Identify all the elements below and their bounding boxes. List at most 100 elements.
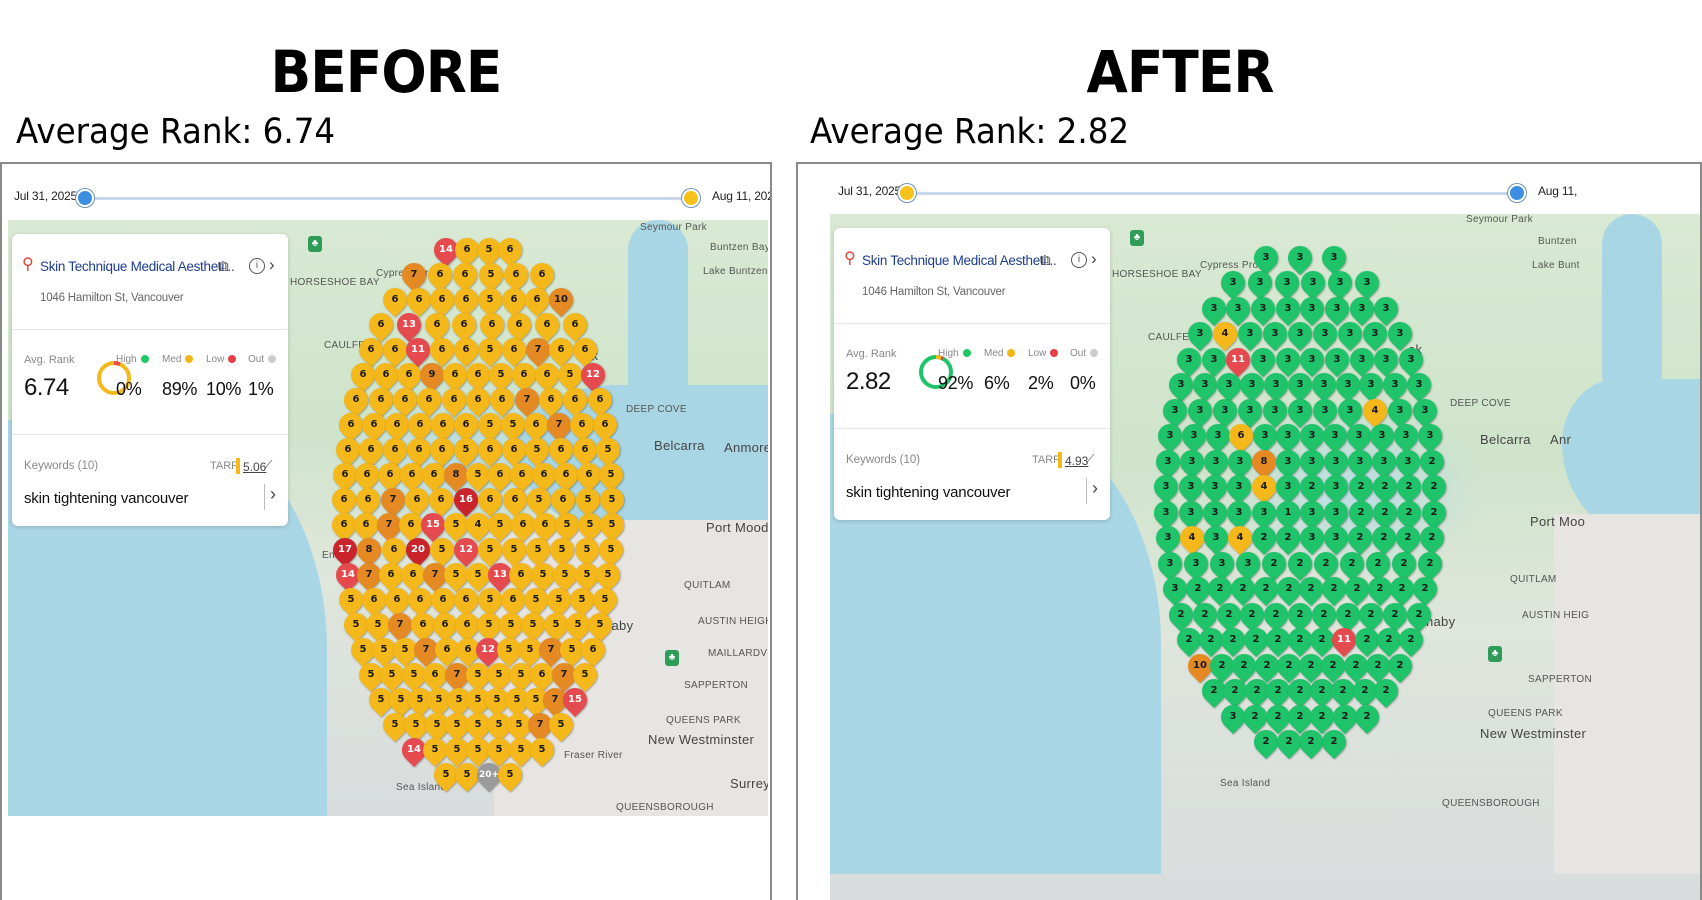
business-card[interactable]: ⚲ Skin Technique Medical Aestheti... ⧉ i… bbox=[12, 234, 288, 526]
rank-pin[interactable]: 2 bbox=[1402, 597, 1437, 632]
rank-pin[interactable]: 3 bbox=[1316, 240, 1351, 275]
rank-pin[interactable]: 6 bbox=[502, 307, 537, 342]
rank-pin-value: 5 bbox=[558, 543, 566, 555]
info-icon[interactable]: i bbox=[249, 258, 265, 274]
rank-pin[interactable]: 6 bbox=[422, 257, 457, 292]
rank-pin[interactable]: 2 bbox=[1415, 521, 1450, 556]
rank-pin[interactable]: 3 bbox=[1182, 317, 1217, 352]
rank-pin[interactable]: 12 bbox=[576, 357, 611, 392]
tarp-value[interactable]: 5.06 bbox=[243, 460, 267, 474]
rank-pin[interactable]: 3 bbox=[1296, 266, 1331, 301]
date-slider[interactable]: Jul 31, 2025 Aug 11, bbox=[798, 164, 1700, 230]
rank-pin-value: 3 bbox=[1272, 379, 1280, 391]
rank-pin[interactable]: 5 bbox=[591, 432, 626, 467]
rank-pin[interactable]: 5 bbox=[587, 582, 622, 617]
rank-pin-value: 3 bbox=[1221, 404, 1229, 416]
rank-pin[interactable]: 3 bbox=[1249, 240, 1284, 275]
slider-start-knob[interactable] bbox=[898, 184, 916, 202]
rank-pin[interactable]: 6 bbox=[419, 307, 454, 342]
place-label: QUEENSBOROUGH bbox=[616, 802, 714, 813]
slider-end-knob[interactable] bbox=[1508, 184, 1526, 202]
rank-pin[interactable]: 3 bbox=[1323, 266, 1358, 301]
rank-pin[interactable]: 13 bbox=[392, 307, 426, 342]
slider-track[interactable] bbox=[86, 197, 690, 200]
rank-pin[interactable]: 6 bbox=[582, 382, 617, 417]
rank-pin[interactable]: 3 bbox=[1349, 266, 1384, 301]
slider-start-knob[interactable] bbox=[76, 189, 94, 207]
slider-end-knob[interactable] bbox=[682, 189, 700, 207]
map[interactable]: ♣ ♣ Seymour Park Buntzen Bay Lake Buntze… bbox=[8, 220, 768, 816]
rank-pin[interactable]: 6 bbox=[576, 632, 611, 667]
rank-pin[interactable]: 3 bbox=[1402, 368, 1437, 403]
rank-pin[interactable]: 2 bbox=[1257, 546, 1292, 581]
rank-pin[interactable]: 2 bbox=[1316, 725, 1351, 760]
trend-chart-icon[interactable]: ⟋ bbox=[1086, 452, 1095, 466]
rank-pin[interactable]: 6 bbox=[474, 307, 509, 342]
rank-ring-chart bbox=[919, 355, 953, 389]
rank-pin[interactable]: 2 bbox=[1386, 546, 1421, 581]
rank-pin[interactable]: 2 bbox=[1349, 699, 1384, 734]
rank-pin[interactable]: 6 bbox=[525, 257, 560, 292]
rank-pin[interactable]: 2 bbox=[1412, 546, 1447, 581]
rank-pin[interactable]: 6 bbox=[493, 232, 528, 267]
rank-pin[interactable]: 6 bbox=[448, 257, 483, 292]
rank-pin-value: 5 bbox=[496, 518, 504, 530]
rank-pin[interactable]: 2 bbox=[1308, 546, 1343, 581]
rank-pin[interactable]: 5 bbox=[594, 482, 629, 517]
rank-pin-value: 3 bbox=[1284, 302, 1292, 314]
rank-pin[interactable]: 6 bbox=[447, 307, 482, 342]
rank-pin[interactable]: 5 bbox=[594, 507, 629, 542]
rank-pin[interactable]: 2 bbox=[1393, 623, 1428, 658]
rank-pin[interactable]: 3 bbox=[1383, 317, 1418, 352]
date-slider[interactable]: Jul 31, 2025 Aug 11, 2025 bbox=[2, 164, 770, 230]
rank-pin[interactable]: 6 bbox=[557, 307, 592, 342]
rank-pin-value: 6 bbox=[601, 418, 609, 430]
rank-pin-value: 3 bbox=[1396, 404, 1404, 416]
chevron-right-icon[interactable]: › bbox=[269, 255, 275, 274]
rank-pin-value: 2 bbox=[1353, 583, 1361, 595]
rank-pin[interactable]: 2 bbox=[1334, 546, 1369, 581]
rank-pin[interactable]: 2 bbox=[1408, 572, 1443, 607]
rank-pin[interactable]: 2 bbox=[1416, 495, 1451, 530]
rank-pin[interactable]: 5 bbox=[543, 707, 578, 742]
rank-pin[interactable]: 5 bbox=[593, 457, 628, 492]
rank-pin[interactable]: 3 bbox=[1153, 546, 1188, 581]
business-name-link[interactable]: Skin Technique Medical Aestheti... bbox=[862, 253, 1057, 268]
rank-pin[interactable]: 5 bbox=[591, 557, 626, 592]
rank-pin[interactable]: 6 bbox=[499, 257, 534, 292]
chevron-right-icon[interactable]: › bbox=[1091, 249, 1097, 268]
rank-pin[interactable]: 15 bbox=[557, 682, 592, 717]
trend-chart-icon[interactable]: ⟋ bbox=[264, 458, 273, 472]
rank-pin[interactable]: 3 bbox=[1216, 266, 1250, 301]
chevron-right-icon[interactable]: › bbox=[1092, 478, 1098, 498]
rank-pin[interactable]: 6 bbox=[568, 332, 603, 367]
rank-pin[interactable]: 2 bbox=[1416, 470, 1451, 505]
rank-pin[interactable]: 10 bbox=[543, 282, 578, 317]
place-label: Fraser River bbox=[564, 750, 623, 761]
rank-pin[interactable]: 5 bbox=[582, 607, 617, 642]
external-link-icon[interactable]: ⧉ bbox=[1040, 252, 1051, 269]
tarp-value[interactable]: 4.93 bbox=[1065, 454, 1089, 468]
business-name-link[interactable]: Skin Technique Medical Aestheti... bbox=[40, 259, 235, 274]
rank-pin[interactable]: 7 bbox=[396, 257, 431, 292]
rank-pin[interactable]: 5 bbox=[525, 732, 560, 767]
rank-pin[interactable]: 3 bbox=[1412, 419, 1447, 454]
rank-pin[interactable]: 3 bbox=[1393, 342, 1428, 377]
map[interactable]: ♣ ♣ Seymour Park Buntzen Lake Bunt HORSE… bbox=[830, 214, 1700, 900]
rank-pin[interactable]: 6 bbox=[587, 407, 622, 442]
chevron-right-icon[interactable]: › bbox=[270, 484, 276, 504]
rank-pin[interactable]: 6 bbox=[530, 307, 564, 342]
rank-pin[interactable]: 3 bbox=[1205, 546, 1240, 581]
business-card[interactable]: ⚲ Skin Technique Medical Aestheti... ⧉ i… bbox=[834, 228, 1110, 520]
slider-track[interactable] bbox=[908, 192, 1518, 195]
rank-pin[interactable]: 3 bbox=[1242, 266, 1277, 301]
external-link-icon[interactable]: ⧉ bbox=[218, 258, 229, 275]
rank-pin-value: 2 bbox=[1185, 634, 1193, 646]
rank-pin[interactable]: 3 bbox=[1408, 393, 1443, 428]
rank-pin-value: 5 bbox=[578, 593, 586, 605]
rank-pin[interactable]: 5 bbox=[593, 532, 628, 567]
rank-pin[interactable]: 3 bbox=[1269, 266, 1304, 301]
info-icon[interactable]: i bbox=[1071, 252, 1087, 268]
rank-pin-value: 8 bbox=[1260, 455, 1268, 467]
rank-pin-value: 3 bbox=[1190, 430, 1198, 442]
